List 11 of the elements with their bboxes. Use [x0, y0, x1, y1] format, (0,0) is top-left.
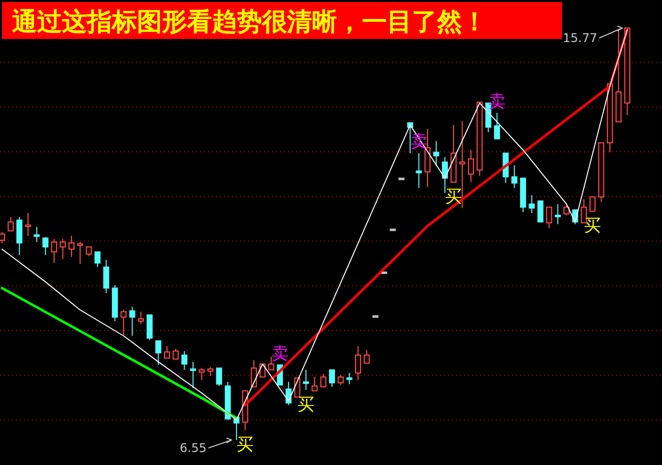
annotation: 买	[297, 394, 314, 415]
chart-title: 通过这指标图形看趋势很清晰，一目了然！	[12, 7, 487, 36]
annotation: 买	[236, 435, 254, 456]
annotation: 6.55	[180, 438, 233, 455]
title: 通过这指标图形看趋势很清晰，一目了然！	[2, 2, 562, 39]
annotation: 卖	[488, 92, 506, 112]
annotation: 买	[445, 187, 462, 208]
annotation: 15.77	[562, 26, 624, 45]
annotation: 15.77	[562, 31, 598, 45]
annotation: 卖	[271, 344, 288, 364]
annotation: 买	[584, 216, 602, 236]
